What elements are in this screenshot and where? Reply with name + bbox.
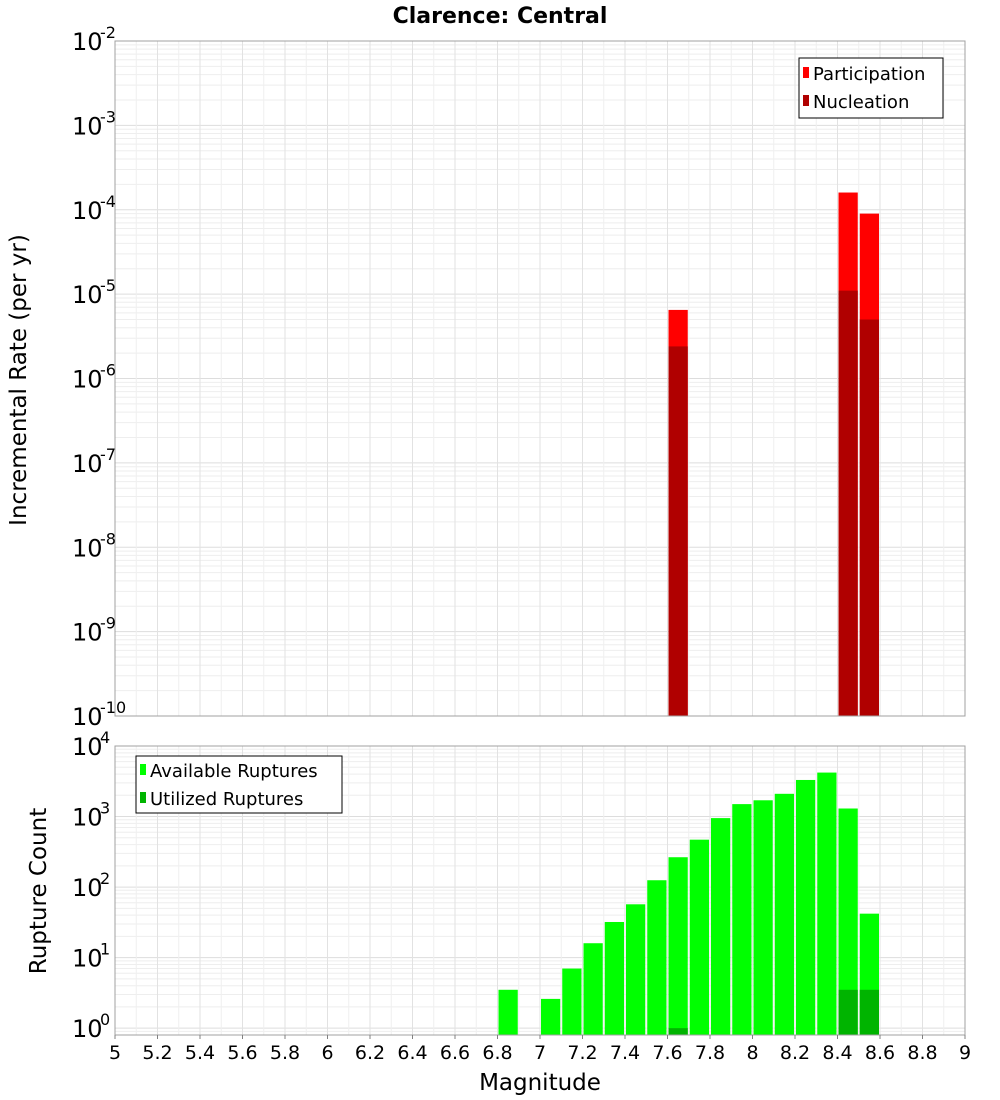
legend-swatch-utilized-ruptures — [140, 792, 146, 803]
bar-nucleation — [859, 319, 879, 716]
bar-available-ruptures — [817, 772, 837, 1035]
bar-utilized-ruptures — [668, 1028, 688, 1035]
bottom-legend: Available Ruptures Utilized Ruptures — [135, 755, 343, 814]
legend-swatch-participation — [803, 67, 809, 78]
top-y-tick-label: 10 — [72, 112, 103, 140]
bar-available-ruptures — [498, 989, 518, 1035]
top-y-tick-label: 10 — [72, 28, 103, 56]
top-y-tick-exponent: -10 — [100, 698, 126, 717]
top-y-tick-exponent: -4 — [100, 192, 116, 211]
top-y-tick-exponent: -7 — [100, 445, 116, 464]
bottom-y-tick-exponent: 1 — [100, 940, 110, 959]
top-y-tick-exponent: -3 — [100, 107, 116, 126]
bar-available-ruptures — [647, 880, 667, 1035]
bar-available-ruptures — [604, 921, 624, 1035]
top-y-ticks: 10-210-310-410-510-610-710-810-910-10 — [72, 23, 126, 731]
x-axis-label: Magnitude — [479, 1070, 601, 1096]
bottom-y-axis-label: Rupture Count — [26, 808, 52, 974]
x-ticks: 5 5.2 5.4 5.6 5.8 6 6.2 6.4 6.6 6.8 7 7.2 7.4 7.6 7.8 8… — [109, 1035, 971, 1064]
bar-available-ruptures — [541, 998, 561, 1035]
legend-swatch-nucleation — [803, 95, 809, 106]
top-y-tick-label: 10 — [72, 450, 103, 478]
bar-available-ruptures — [689, 839, 709, 1035]
bottom-bars — [498, 772, 879, 1035]
x-tick-label: 5.2 — [142, 1042, 172, 1064]
legend-label-participation: Participation — [813, 64, 925, 85]
bottom-y-tick-exponent: 0 — [100, 1010, 110, 1029]
top-legend-box — [798, 57, 944, 119]
x-tick-label: 8.8 — [907, 1042, 937, 1064]
top-y-tick-label: 10 — [72, 281, 103, 309]
top-legend: Participation Nucleation — [798, 57, 944, 119]
top-grid — [114, 40, 966, 717]
bar-available-ruptures — [774, 793, 794, 1035]
x-tick-label: 8.6 — [865, 1042, 895, 1064]
bottom-y-tick-label: 10 — [72, 945, 103, 973]
x-tick-label: 8.2 — [780, 1042, 810, 1064]
top-y-tick-exponent: -6 — [100, 361, 116, 380]
chart-title: Clarence: Central — [393, 4, 608, 29]
top-y-tick-label: 10 — [72, 197, 103, 225]
bar-available-ruptures — [583, 943, 603, 1035]
bottom-y-tick-exponent: 3 — [100, 799, 110, 818]
bottom-y-tick-exponent: 4 — [100, 728, 110, 747]
bottom-y-tick-exponent: 2 — [100, 869, 110, 888]
bottom-legend-box — [135, 755, 343, 814]
x-tick-label: 6.6 — [440, 1042, 470, 1064]
x-tick-label: 6.4 — [397, 1042, 427, 1064]
bar-available-ruptures — [711, 818, 731, 1035]
bar-utilized-ruptures — [838, 989, 858, 1035]
top-plot-frame — [114, 40, 966, 717]
legend-label-available-ruptures: Available Ruptures — [150, 761, 318, 782]
bar-available-ruptures — [732, 804, 752, 1035]
x-tick-label: 7 — [534, 1042, 546, 1064]
x-tick-label: 6.2 — [355, 1042, 385, 1064]
x-tick-label: 5.4 — [185, 1042, 215, 1064]
top-y-tick-label: 10 — [72, 366, 103, 394]
bar-nucleation — [838, 290, 858, 716]
bar-nucleation — [668, 346, 688, 716]
x-tick-label: 6 — [321, 1042, 333, 1064]
x-tick-label: 5.8 — [270, 1042, 300, 1064]
bar-available-ruptures — [796, 779, 816, 1035]
bottom-y-tick-label: 10 — [72, 733, 103, 761]
bar-utilized-ruptures — [859, 989, 879, 1035]
top-y-tick-exponent: -9 — [100, 614, 116, 633]
bottom-y-tick-label: 10 — [72, 1015, 103, 1043]
x-tick-label: 5.6 — [227, 1042, 257, 1064]
top-y-tick-label: 10 — [72, 619, 103, 647]
top-y-tick-exponent: -2 — [100, 23, 116, 42]
top-y-tick-label: 10 — [72, 703, 103, 731]
legend-swatch-available-ruptures — [140, 764, 146, 775]
x-tick-label: 9 — [959, 1042, 971, 1064]
bar-available-ruptures — [838, 808, 858, 1035]
top-y-tick-exponent: -8 — [100, 529, 116, 548]
top-y-tick-exponent: -5 — [100, 276, 116, 295]
legend-label-nucleation: Nucleation — [813, 92, 909, 113]
x-tick-label: 8 — [746, 1042, 758, 1064]
x-tick-label: 7.4 — [610, 1042, 640, 1064]
bottom-y-tick-label: 10 — [72, 804, 103, 832]
bar-available-ruptures — [753, 800, 773, 1035]
x-tick-label: 6.8 — [482, 1042, 512, 1064]
x-tick-label: 5 — [109, 1042, 121, 1064]
x-tick-label: 7.6 — [652, 1042, 682, 1064]
x-tick-label: 7.8 — [695, 1042, 725, 1064]
bar-available-ruptures — [626, 904, 646, 1035]
bottom-y-tick-label: 10 — [72, 874, 103, 902]
bar-available-ruptures — [562, 968, 582, 1035]
x-tick-label: 8.4 — [822, 1042, 852, 1064]
x-tick-label: 7.2 — [567, 1042, 597, 1064]
top-bars — [668, 192, 879, 717]
top-y-axis-label: Incremental Rate (per yr) — [6, 234, 32, 526]
bar-available-ruptures — [668, 857, 688, 1035]
top-y-tick-label: 10 — [72, 534, 103, 562]
legend-label-utilized-ruptures: Utilized Ruptures — [150, 789, 303, 810]
